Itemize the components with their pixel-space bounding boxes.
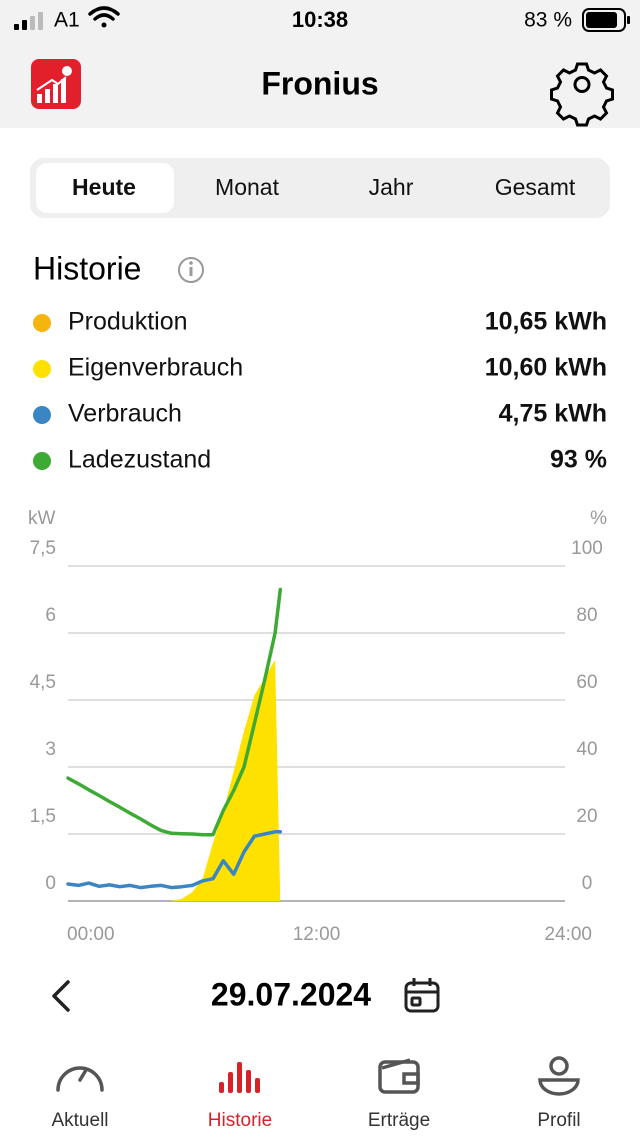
legend-value: 93 % bbox=[550, 446, 607, 474]
nav-item[interactable]: Profil bbox=[537, 1110, 580, 1131]
legend-name: Verbrauch bbox=[68, 400, 182, 428]
info-button[interactable] bbox=[178, 257, 204, 283]
y2-tick-label: 0 bbox=[582, 873, 593, 894]
y-tick-label: 3 bbox=[45, 739, 56, 760]
nav-item[interactable]: Erträge bbox=[368, 1110, 430, 1131]
x-tick-label: 24:00 bbox=[544, 924, 592, 945]
y2-tick-label: 60 bbox=[576, 672, 597, 693]
legend-value: 10,60 kWh bbox=[485, 354, 607, 382]
legend-name: Produktion bbox=[68, 308, 188, 336]
y-axis-unit: kW bbox=[28, 508, 56, 529]
legend-value: 4,75 kWh bbox=[499, 400, 607, 428]
previous-day-button[interactable] bbox=[52, 980, 70, 1012]
line bbox=[66, 587, 283, 837]
tab[interactable]: Monat bbox=[215, 174, 280, 200]
settings-button[interactable] bbox=[550, 62, 614, 127]
line bbox=[66, 830, 283, 890]
gauge-icon bbox=[56, 1066, 104, 1092]
battery-icon bbox=[582, 8, 630, 32]
y-tick-label: 6 bbox=[45, 605, 56, 626]
legend-dot bbox=[33, 406, 51, 424]
legend-dot bbox=[33, 314, 51, 332]
y2-tick-label: 100 bbox=[571, 538, 603, 559]
legend-value: 10,65 kWh bbox=[485, 308, 607, 336]
y-tick-label: 4,5 bbox=[30, 672, 56, 693]
date: 29.07.2024 bbox=[211, 976, 371, 1012]
header-bg bbox=[0, 0, 640, 128]
tab[interactable]: Heute bbox=[72, 174, 136, 200]
section-title: Historie bbox=[33, 250, 141, 286]
legend-name: Eigenverbrauch bbox=[68, 354, 243, 382]
profile-icon bbox=[538, 1056, 580, 1096]
x-tick-label: 12:00 bbox=[293, 924, 341, 945]
tab[interactable]: Jahr bbox=[369, 174, 414, 200]
tab[interactable]: Gesamt bbox=[495, 174, 576, 200]
wifi-icon bbox=[88, 6, 120, 28]
app-logo bbox=[31, 59, 81, 109]
y-tick-label: 0 bbox=[45, 873, 56, 894]
y-tick-label: 1,5 bbox=[30, 806, 56, 827]
clock: 10:38 bbox=[292, 7, 348, 32]
y2-tick-label: 20 bbox=[576, 806, 597, 827]
chart-icon bbox=[219, 1062, 260, 1093]
header-title: Fronius bbox=[261, 65, 378, 101]
wallet-icon bbox=[378, 1058, 420, 1094]
y-tick-label: 7,5 bbox=[30, 538, 56, 559]
carrier: A1 bbox=[54, 9, 80, 32]
x-tick-label: 00:00 bbox=[67, 924, 115, 945]
nav-item[interactable]: Aktuell bbox=[51, 1110, 108, 1131]
nav-item[interactable]: Historie bbox=[208, 1110, 272, 1131]
y2-tick-label: 80 bbox=[576, 605, 597, 626]
y2-axis-unit: % bbox=[590, 508, 607, 529]
calendar-button[interactable] bbox=[404, 978, 440, 1013]
chart: kW % 0 1,5 3 4,5 6 7,5 0 20 40 60 80 100 00:00 12:00 24:… bbox=[28, 508, 607, 945]
battery-percent: 83 % bbox=[524, 9, 572, 32]
area bbox=[68, 659, 281, 901]
legend-dot bbox=[33, 452, 51, 470]
signal-icon bbox=[14, 12, 43, 30]
y2-tick-label: 40 bbox=[576, 739, 597, 760]
active-tab-bg bbox=[36, 163, 174, 213]
tab-bar bbox=[30, 158, 610, 218]
legend-name: Ladezustand bbox=[68, 446, 211, 474]
legend-dot bbox=[33, 360, 51, 378]
